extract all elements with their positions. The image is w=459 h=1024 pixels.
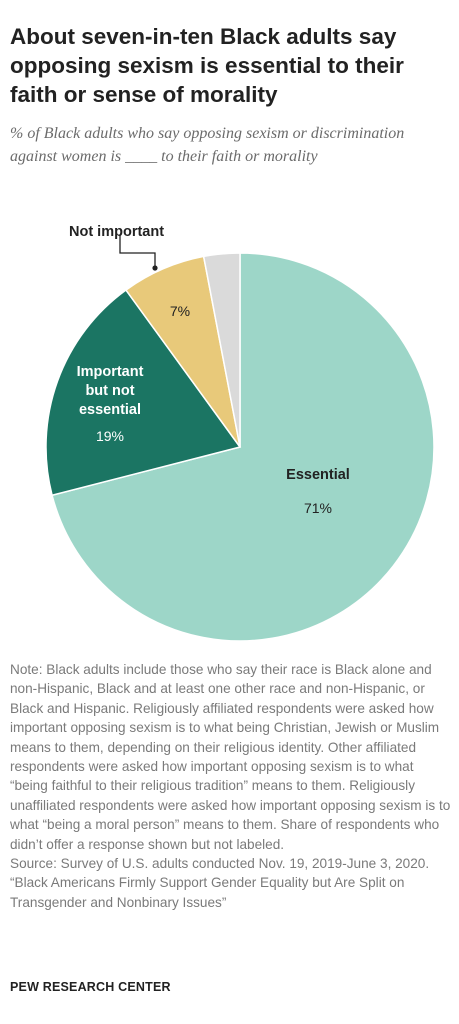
not-important-leader: [119, 235, 158, 271]
slice-value-essential: 71%: [304, 500, 332, 516]
slice-important-not-essential: [45, 289, 242, 497]
chart-title: About seven-in-ten Black adults say oppo…: [10, 24, 404, 107]
slice-label-important-line-1: Important: [77, 364, 144, 380]
source-text: Source: Survey of U.S. adults conducted …: [10, 856, 430, 872]
slice-label-important-line-3: essential: [79, 402, 141, 418]
chart-notes: Note: Black adults include those who say…: [10, 660, 452, 912]
slice-label-important-line-2: but not: [85, 383, 134, 399]
note-text: Note: Black adults include those who say…: [10, 662, 451, 852]
slice-no-response: [202, 252, 241, 448]
slice-label-not-important: Not important: [69, 224, 164, 240]
pie-slices: [45, 252, 435, 642]
report-title: “Black Americans Firmly Support Gender E…: [10, 875, 405, 910]
slice-label-essential: Essential: [286, 467, 350, 483]
slice-value-not-important: 7%: [170, 303, 190, 319]
chart-subtitle: % of Black adults who say opposing sexis…: [10, 125, 405, 165]
pie-chart: Not important 7% Important but not essen…: [45, 224, 435, 642]
footer-brand: PEW RESEARCH CENTER: [10, 980, 171, 994]
slice-essential: [51, 252, 435, 642]
slice-value-important: 19%: [96, 428, 124, 444]
